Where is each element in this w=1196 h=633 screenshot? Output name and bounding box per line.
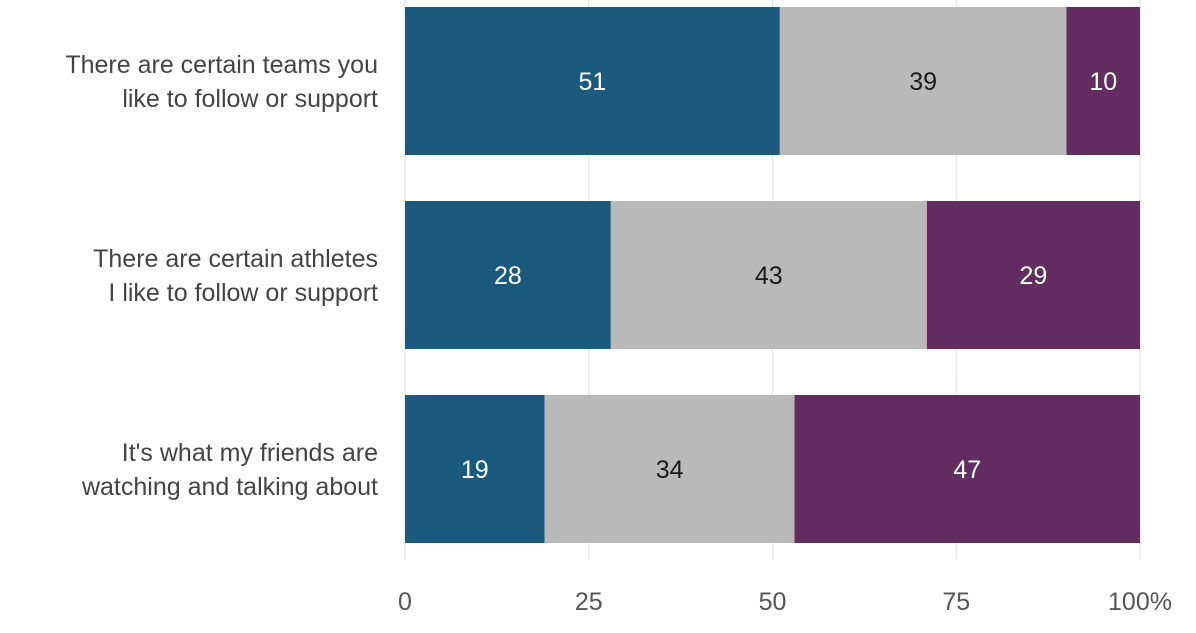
- category-label: I like to follow or support: [108, 279, 378, 307]
- data-label: 28: [494, 262, 522, 290]
- category-label: There are certain athletes: [93, 245, 378, 273]
- bar-segment: [544, 395, 795, 543]
- category-label: There are certain teams you: [65, 51, 378, 79]
- data-label: 51: [579, 68, 607, 96]
- x-tick-label: 0: [398, 588, 412, 616]
- bar-segment: [405, 201, 611, 349]
- data-label: 43: [755, 262, 783, 290]
- bar-segment: [926, 201, 1140, 349]
- bar-segment: [794, 395, 1140, 543]
- data-labels: 51 39 10 28 43 29 19 34 47: [461, 68, 1117, 484]
- category-label: watching and talking about: [81, 473, 378, 501]
- data-label: 47: [953, 456, 981, 484]
- category-label: like to follow or support: [122, 85, 378, 113]
- data-label: 39: [909, 68, 937, 96]
- bar-segment: [405, 395, 545, 543]
- bars: [405, 7, 1140, 543]
- bar-segment: [1066, 7, 1140, 155]
- x-tick-label: 25: [575, 588, 603, 616]
- bar-segment: [610, 201, 927, 349]
- x-tick-label: 50: [759, 588, 787, 616]
- data-label: 29: [1020, 262, 1048, 290]
- data-label: 10: [1089, 68, 1117, 96]
- x-tick-label: 100%: [1108, 588, 1172, 616]
- data-label: 19: [461, 456, 489, 484]
- data-label: 34: [656, 456, 684, 484]
- category-labels: There are certain teams you like to follo…: [65, 51, 378, 501]
- bar-segment: [779, 7, 1067, 155]
- x-axis-ticks: 0 25 50 75 100%: [398, 588, 1172, 616]
- x-tick-label: 75: [942, 588, 970, 616]
- bar-segment: [405, 7, 780, 155]
- category-label: It's what my friends are: [122, 439, 378, 467]
